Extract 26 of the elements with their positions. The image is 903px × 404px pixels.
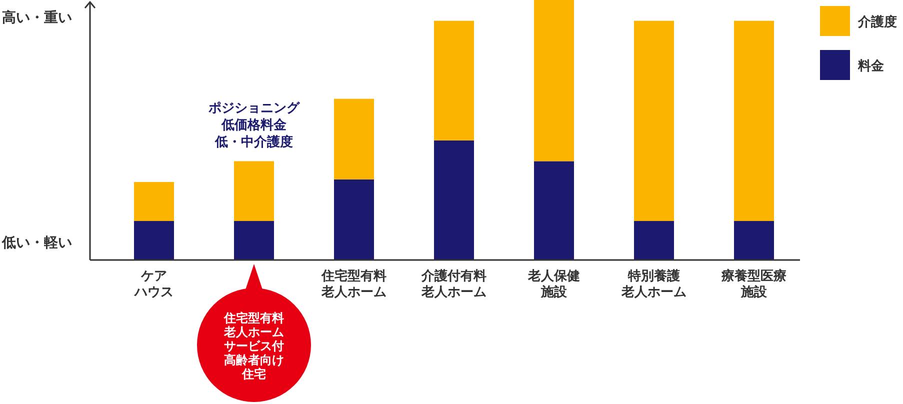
x-tick-label: 介護付有料老人ホーム [420, 268, 486, 300]
bar [134, 221, 174, 260]
bar [334, 179, 374, 260]
bar [234, 161, 274, 221]
bar [734, 20, 774, 221]
bar [534, 161, 574, 260]
legend-label: 介護度 [857, 14, 897, 30]
x-tick-label: 特別養護老人ホーム [620, 268, 686, 300]
x-tick-label: 老人保健施設 [527, 269, 580, 300]
bar [434, 20, 474, 140]
x-tick-label: 療養型医療施設 [720, 268, 786, 300]
text: 住宅型有料老人ホームサービス付高齢者向け住宅 [223, 311, 284, 381]
bar [634, 20, 674, 221]
bar [734, 221, 774, 260]
bar [434, 140, 474, 260]
legend-label: 料金 [857, 59, 885, 74]
bar [634, 221, 674, 260]
bar [534, 0, 574, 162]
text: 低い・軽い [1, 235, 72, 251]
annotation: ポジショニング低価格料金低・中介護度 [208, 101, 300, 150]
bar [234, 221, 274, 260]
x-tick-label: 住宅型有料老人ホーム [320, 268, 386, 300]
bar [134, 182, 174, 221]
text: 高い・重い [2, 9, 72, 26]
bar [334, 98, 374, 180]
x-tick-label: ケアハウス [134, 269, 174, 300]
